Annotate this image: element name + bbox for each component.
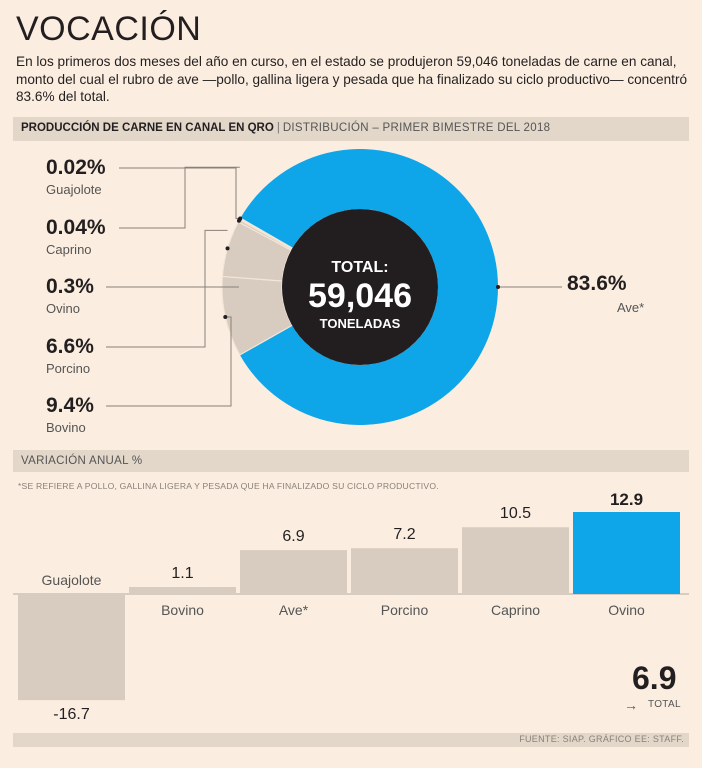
bar-category-porcino: Porcino	[380, 602, 429, 618]
leader-line-porcino	[106, 229, 228, 348]
section-header-distribution: PRODUCCIÓN DE CARNE EN CANAL EN QRO | DIST…	[21, 122, 550, 134]
donut-value-guajolote: 0.02%	[46, 156, 106, 179]
arrow-right-icon: →	[624, 697, 638, 713]
bar-category-ave: Ave*	[278, 602, 309, 618]
bar-chart	[13, 512, 689, 701]
donut-slice-ave	[239, 149, 499, 426]
bar-category-caprino: Caprino	[490, 602, 541, 618]
donut-label-caprino: Caprino	[46, 242, 92, 257]
bar-value-ovino: 12.9	[609, 490, 644, 509]
donut-label-ave: Ave*	[617, 300, 645, 315]
footer-band	[13, 733, 689, 747]
donut-chart	[221, 149, 499, 426]
footnote: *SE REFIERE A POLLO, GALLINA LIGERA Y PE…	[18, 481, 439, 491]
total-variation-label: TOTAL	[648, 699, 681, 710]
leader-dot-porcino	[225, 246, 230, 251]
bar-bovino	[129, 587, 236, 594]
bar-value-porcino: 7.2	[393, 526, 416, 544]
page-title: VOCACIÓN	[16, 10, 202, 48]
section-header-band	[13, 117, 689, 141]
donut-leader-lines	[106, 166, 562, 407]
bar-guajolote	[18, 594, 125, 701]
leader-dot-bovino	[223, 314, 228, 319]
bar-category-ovino: Ovino	[608, 602, 645, 618]
section-separator: |	[276, 122, 280, 134]
donut-label-bovino: Bovino	[46, 420, 86, 435]
bar-category-guajolote: Guajolote	[41, 572, 102, 588]
leader-line-guajolote	[119, 167, 241, 219]
donut-value-caprino: 0.04%	[46, 216, 106, 239]
bar-value-ave: 6.9	[282, 528, 305, 546]
leader-dot-ave	[496, 285, 500, 289]
section-subtitle: DISTRIBUCIÓN – PRIMER BIMESTRE DEL 2018	[282, 122, 551, 134]
bar-ovino	[573, 512, 680, 594]
bar-value-bovino: 1.1	[171, 565, 194, 582]
leader-line-bovino	[106, 316, 232, 407]
section-header-variation: VARIACIÓN ANUAL %	[21, 455, 143, 467]
source-credit: FUENTE: SIAP. GRÁFICO EE: STAFF.	[519, 734, 684, 744]
donut-value-bovino: 9.4%	[46, 394, 94, 417]
donut-center-unit: TONELADAS	[320, 316, 401, 331]
leader-line-caprino	[119, 166, 240, 229]
bar-value-guajolote: -16.7	[53, 706, 90, 724]
donut-center-total: 59,046	[308, 277, 412, 315]
section-header-band-2	[13, 450, 689, 472]
donut-value-porcino: 6.6%	[46, 335, 94, 358]
intro-paragraph: En los primeros dos meses del año en cur…	[16, 54, 688, 104]
total-variation-value: 6.9	[632, 660, 677, 696]
donut-value-ave: 83.6%	[567, 272, 627, 295]
donut-label-guajolote: Guajolote	[46, 182, 102, 197]
bar-category-bovino: Bovino	[161, 602, 204, 618]
bar-porcino	[351, 548, 458, 594]
bar-value-caprino: 10.5	[499, 505, 532, 523]
section-title: PRODUCCIÓN DE CARNE EN CANAL EN QRO	[21, 122, 274, 134]
donut-center-disc	[282, 209, 438, 365]
bar-ave	[240, 550, 347, 594]
donut-label-ovino: Ovino	[46, 301, 80, 316]
donut-center-line1: TOTAL:	[331, 259, 388, 276]
donut-label-porcino: Porcino	[46, 361, 91, 376]
leader-dot-ovino	[236, 218, 241, 223]
donut-center: TOTAL: 59,046 TONELADAS	[282, 209, 438, 365]
bar-caprino	[462, 527, 569, 594]
donut-value-ovino: 0.3%	[46, 275, 94, 298]
